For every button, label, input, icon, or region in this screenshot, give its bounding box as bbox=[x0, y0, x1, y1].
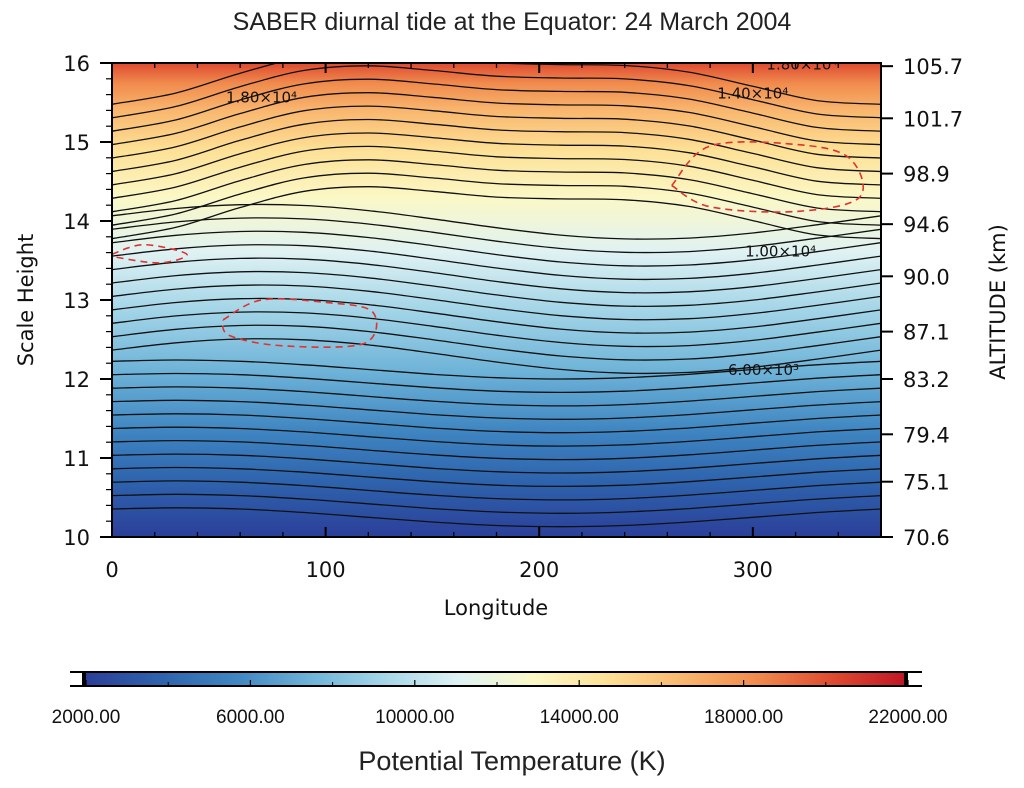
contour-line-31 bbox=[112, 78, 881, 132]
contour-line-11 bbox=[112, 359, 881, 380]
altitude-tick-label-7: 98.9 bbox=[903, 163, 950, 187]
x-axis-title: Longitude bbox=[444, 596, 548, 620]
colorbar-tick-label-22000: 22000.00 bbox=[868, 707, 947, 728]
colorbar: 2000.00 6000.00 10000.00 14000.00 18000.00 22… bbox=[52, 671, 948, 776]
y2-axis-title: ALTITUDE (km) bbox=[986, 224, 1010, 380]
x-tick-label-0: 0 bbox=[105, 558, 118, 582]
colorbar-ticks: 2000.00 6000.00 10000.00 14000.00 18000.00 22… bbox=[52, 680, 948, 728]
altitude-tick-label-9: 105.7 bbox=[903, 55, 963, 79]
contour-line-16 bbox=[112, 284, 881, 321]
contour-line-17 bbox=[112, 270, 881, 307]
contour-line-24 bbox=[112, 172, 881, 226]
contour-line-20 bbox=[112, 230, 881, 267]
contour-line-23 bbox=[112, 186, 881, 240]
contour-labels: 1.80×10⁴ 1.40×10⁴ 1.80×10⁴ 1.00×10⁴ 6.00×10³ bbox=[226, 55, 838, 379]
contour-line-4 bbox=[112, 453, 881, 474]
y-tick-label-11: 11 bbox=[63, 447, 90, 471]
colorbar-tick-label-14000: 14000.00 bbox=[540, 707, 619, 728]
contour-line-27 bbox=[112, 132, 881, 186]
colorbar-tick-label-6000: 6000.00 bbox=[216, 707, 285, 728]
altitude-tick-label-8: 101.7 bbox=[903, 107, 963, 131]
contour-line-21 bbox=[112, 217, 881, 254]
y-tick-label-12: 12 bbox=[63, 368, 90, 392]
contour-line-30 bbox=[112, 92, 881, 146]
y-tick-label-15: 15 bbox=[63, 131, 90, 155]
contour-line-32 bbox=[112, 65, 881, 119]
contour-label-3: 1.00×10⁴ bbox=[745, 243, 816, 261]
y-axis-title: Scale Height bbox=[14, 234, 38, 367]
contour-line-7 bbox=[112, 413, 881, 434]
contour-line-10 bbox=[112, 372, 881, 394]
chart-title: SABER diurnal tide at the Equator: 24 Ma… bbox=[233, 8, 792, 36]
potential-temperature-field bbox=[112, 63, 881, 537]
x-tick-label-200: 200 bbox=[519, 558, 559, 582]
contour-line-25 bbox=[112, 159, 881, 213]
contour-line-29 bbox=[112, 105, 881, 159]
colorbar-tick-label-18000: 18000.00 bbox=[704, 707, 783, 728]
y-tick-label-10: 10 bbox=[63, 526, 90, 550]
negative-contour-left-edge bbox=[112, 243, 188, 264]
plot-field: 1.80×10⁴ 1.40×10⁴ 1.80×10⁴ 1.00×10⁴ 6.00×10³ bbox=[112, 55, 881, 537]
altitude-tick-label-4: 87.1 bbox=[903, 321, 950, 345]
contour-line-13 bbox=[112, 324, 881, 361]
contour-label-2: 1.80×10⁴ bbox=[766, 55, 837, 73]
colorbar-gradient bbox=[86, 672, 908, 686]
contour-line-9 bbox=[112, 386, 881, 407]
altitude-tick-label-5: 90.0 bbox=[903, 265, 950, 289]
colorbar-tick-label-2000: 2000.00 bbox=[52, 707, 121, 728]
altitude-tick-label-1: 75.1 bbox=[903, 471, 950, 495]
negative-contours bbox=[112, 141, 864, 349]
altitude-tick-label-6: 94.6 bbox=[903, 213, 950, 237]
altitude-tick-label-3: 83.2 bbox=[903, 368, 950, 392]
y-tick-label-13: 13 bbox=[63, 289, 90, 313]
contour-line-28 bbox=[112, 118, 881, 173]
altitude-tick-label-2: 79.4 bbox=[903, 423, 950, 447]
y-tick-label-16: 16 bbox=[63, 52, 90, 76]
colorbar-tick-label-10000: 10000.00 bbox=[375, 707, 454, 728]
contour-line-19 bbox=[112, 244, 881, 281]
contour-line-15 bbox=[112, 297, 881, 334]
contour-line-14 bbox=[112, 311, 881, 348]
contour-line-8 bbox=[112, 399, 881, 420]
contour-line-6 bbox=[112, 426, 881, 447]
contour-lines bbox=[112, 63, 881, 528]
contour-line-26 bbox=[112, 145, 881, 199]
contour-line-18 bbox=[112, 257, 881, 294]
contour-label-0: 1.80×10⁴ bbox=[226, 89, 297, 107]
y-axis-right: 70.6 75.1 79.4 83.2 87.1 90.0 94.6 98.9 101.7 105… bbox=[881, 55, 963, 550]
contour-label-4: 6.00×10³ bbox=[728, 361, 799, 379]
negative-contour-mid-left bbox=[222, 298, 378, 349]
contour-line-33 bbox=[112, 63, 881, 105]
colorbar-title: Potential Temperature (K) bbox=[358, 746, 665, 776]
contour-line-3 bbox=[112, 466, 881, 488]
contour-line-0 bbox=[112, 507, 881, 528]
contour-line-22 bbox=[112, 203, 881, 240]
x-tick-label-100: 100 bbox=[306, 558, 346, 582]
y-axis-left: 10 11 12 13 14 15 16 bbox=[63, 52, 112, 550]
contour-line-1 bbox=[112, 493, 881, 514]
y-tick-label-14: 14 bbox=[63, 210, 90, 234]
altitude-tick-label-0: 70.6 bbox=[903, 526, 950, 550]
contour-line-2 bbox=[112, 480, 881, 501]
contour-label-1: 1.40×10⁴ bbox=[717, 85, 788, 103]
x-axis: 0 100 200 300 bbox=[105, 63, 882, 582]
x-tick-label-300: 300 bbox=[733, 558, 773, 582]
contour-line-5 bbox=[112, 439, 881, 461]
